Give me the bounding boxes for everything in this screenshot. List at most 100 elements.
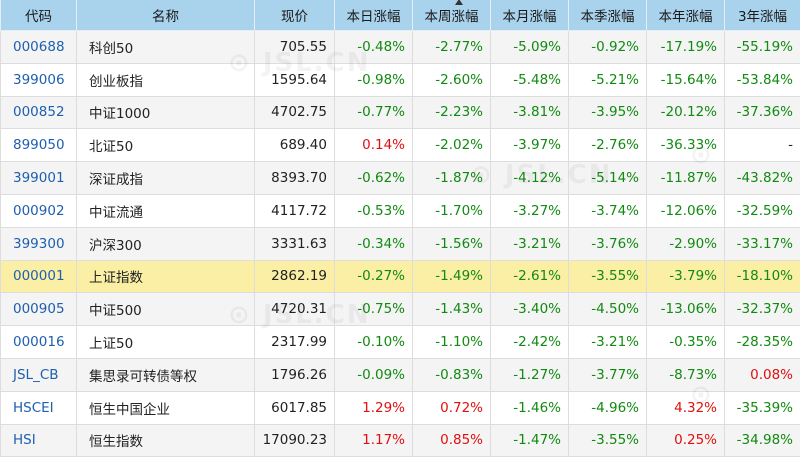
year-change: -13.06% (646, 292, 725, 327)
month-change: -3.27% (490, 193, 569, 228)
current-price: 4702.75 (254, 95, 335, 130)
year-change: -17.19% (646, 30, 725, 64)
index-code-link[interactable]: 899050 (0, 128, 77, 163)
column-header-name[interactable]: 名称 (76, 0, 255, 31)
column-header-code[interactable]: 代码 (0, 0, 77, 31)
table-row[interactable]: 899050 北证50 689.40 0.14% -2.02% -3.97% -2.76% -… (0, 128, 800, 163)
quarter-change: -3.77% (568, 357, 647, 392)
three-year-change: -34.98% (724, 423, 800, 458)
index-code-link[interactable]: JSL_CB (0, 357, 77, 392)
column-header-month-change[interactable]: 本月涨幅 (490, 0, 569, 31)
current-price: 6017.85 (254, 390, 335, 425)
sort-ascending-icon[interactable] (454, 0, 463, 5)
column-header-week-change-label: 本周涨幅 (424, 9, 479, 25)
current-price: 689.40 (254, 128, 335, 163)
week-change: -1.70% (412, 193, 491, 228)
table-row[interactable]: 399001 深证成指 8393.70 -0.62% -1.87% -4.12% -5.14… (0, 161, 800, 195)
three-year-change: -32.59% (724, 193, 800, 228)
day-change: -0.09% (334, 357, 413, 392)
column-header-year-change[interactable]: 本年涨幅 (646, 0, 725, 31)
year-change: -36.33% (646, 128, 725, 163)
index-code-link[interactable]: 000902 (0, 193, 77, 228)
day-change: -0.48% (334, 30, 413, 64)
column-header-price[interactable]: 现价 (254, 0, 335, 31)
table-row[interactable]: 399300 沪深300 3331.63 -0.34% -1.56% -3.21% -3.7… (0, 226, 800, 261)
index-name: 创业板指 (76, 62, 255, 97)
current-price: 1595.64 (254, 62, 335, 97)
column-header-quarter-change[interactable]: 本季涨幅 (568, 0, 647, 31)
day-change: 1.17% (334, 423, 413, 458)
week-change: -2.77% (412, 30, 491, 64)
day-change: 0.14% (334, 128, 413, 163)
current-price: 1796.26 (254, 357, 335, 392)
column-header-day-change[interactable]: 本日涨幅 (334, 0, 413, 31)
index-code-link[interactable]: 000016 (0, 325, 77, 359)
table-row[interactable]: HSI 恒生指数 17090.23 1.17% 0.85% -1.47% -3.55% 0.2… (0, 423, 800, 458)
index-code-link[interactable]: 000688 (0, 30, 77, 64)
table-row[interactable]: 000688 科创50 705.55 -0.48% -2.77% -5.09% -0.92%… (0, 30, 800, 64)
current-price: 4117.72 (254, 193, 335, 228)
week-change: 0.85% (412, 423, 491, 458)
index-name: 恒生中国企业 (76, 390, 255, 425)
quarter-change: -3.21% (568, 325, 647, 359)
week-change: 0.72% (412, 390, 491, 425)
index-code-link[interactable]: HSI (0, 423, 77, 458)
index-code-link[interactable]: 399001 (0, 161, 77, 195)
table-row[interactable]: 000905 中证500 4720.31 -0.75% -1.43% -3.40% -4.5… (0, 292, 800, 327)
week-change: -2.60% (412, 62, 491, 97)
day-change: -0.27% (334, 259, 413, 294)
current-price: 705.55 (254, 30, 335, 64)
three-year-change: -28.35% (724, 325, 800, 359)
year-change: 0.25% (646, 423, 725, 458)
year-change: -8.73% (646, 357, 725, 392)
week-change: -0.83% (412, 357, 491, 392)
table-row[interactable]: 000852 中证1000 4702.75 -0.77% -2.23% -3.81% -3.… (0, 95, 800, 130)
day-change: -0.77% (334, 95, 413, 130)
day-change: -0.62% (334, 161, 413, 195)
three-year-change: -35.39% (724, 390, 800, 425)
index-name: 科创50 (76, 30, 255, 64)
table-row[interactable]: JSL_CB 集思录可转债等权 1796.26 -0.09% -0.83% -1.27% -… (0, 357, 800, 392)
index-code-link[interactable]: 000905 (0, 292, 77, 327)
three-year-change: -43.82% (724, 161, 800, 195)
quarter-change: -3.95% (568, 95, 647, 130)
current-price: 3331.63 (254, 226, 335, 261)
index-code-link[interactable]: 399300 (0, 226, 77, 261)
column-header-3year-change[interactable]: 3年涨幅 (724, 0, 800, 31)
index-name: 中证500 (76, 292, 255, 327)
table-body: 000688 科创50 705.55 -0.48% -2.77% -5.09% -0.92%… (0, 30, 800, 458)
index-code-link[interactable]: 000001 (0, 259, 77, 294)
table-row[interactable]: HSCEI 恒生中国企业 6017.85 1.29% 0.72% -1.46% -4.96%… (0, 390, 800, 425)
day-change: -0.53% (334, 193, 413, 228)
current-price: 8393.70 (254, 161, 335, 195)
index-name: 上证指数 (76, 259, 255, 294)
three-year-change: -53.84% (724, 62, 800, 97)
three-year-change: -37.36% (724, 95, 800, 130)
index-code-link[interactable]: HSCEI (0, 390, 77, 425)
year-change: -11.87% (646, 161, 725, 195)
index-code-link[interactable]: 000852 (0, 95, 77, 130)
column-header-week-change[interactable]: 本周涨幅 (412, 0, 491, 31)
quarter-change: -3.74% (568, 193, 647, 228)
three-year-change: -18.10% (724, 259, 800, 294)
week-change: -1.10% (412, 325, 491, 359)
quarter-change: -3.55% (568, 259, 647, 294)
day-change: -0.75% (334, 292, 413, 327)
current-price: 2862.19 (254, 259, 335, 294)
week-change: -1.43% (412, 292, 491, 327)
year-change: -0.35% (646, 325, 725, 359)
index-name: 中证流通 (76, 193, 255, 228)
table-row[interactable]: 399006 创业板指 1595.64 -0.98% -2.60% -5.48% -5.21… (0, 62, 800, 97)
year-change: -12.06% (646, 193, 725, 228)
month-change: -1.27% (490, 357, 569, 392)
quarter-change: -3.55% (568, 423, 647, 458)
table-row[interactable]: 000001 上证指数 2862.19 -0.27% -1.49% -2.61% -3.55… (0, 259, 800, 294)
index-code-link[interactable]: 399006 (0, 62, 77, 97)
quarter-change: -3.76% (568, 226, 647, 261)
table-row[interactable]: 000902 中证流通 4117.72 -0.53% -1.70% -3.27% -3.74… (0, 193, 800, 228)
week-change: -1.56% (412, 226, 491, 261)
table-row[interactable]: 000016 上证50 2317.99 -0.10% -1.10% -2.42% -3.21… (0, 325, 800, 359)
index-name: 集思录可转债等权 (76, 357, 255, 392)
